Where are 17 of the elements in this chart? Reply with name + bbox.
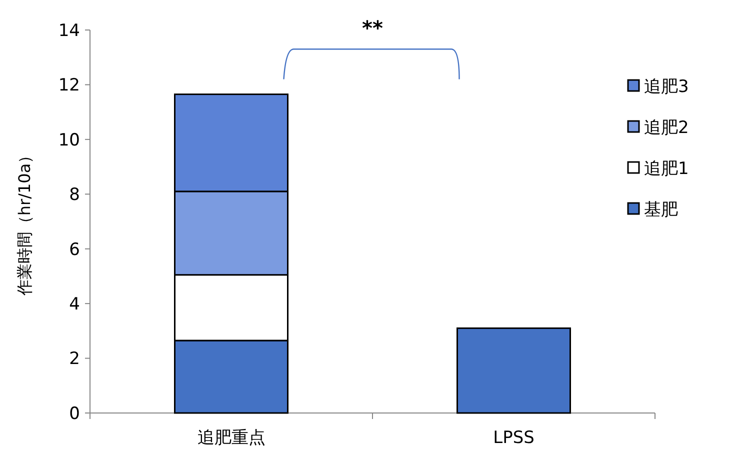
y-tick-label: 14 (58, 20, 80, 41)
y-tick-label: 10 (58, 130, 80, 150)
y-tick-label: 0 (69, 404, 80, 424)
y-tick-label: 12 (58, 76, 80, 96)
legend-label: 追肥1 (644, 158, 689, 179)
y-tick-label: 4 (69, 294, 80, 315)
legend-label: 追肥2 (644, 118, 689, 138)
y-tick-label: 8 (69, 185, 80, 206)
y-tick-label: 2 (69, 349, 80, 370)
x-tick-label: LPSS (493, 428, 534, 448)
legend-label: 追肥3 (644, 76, 689, 97)
y-axis-title: 作業時間（hr/10a） (15, 147, 34, 297)
annotation: ** (362, 16, 384, 40)
x-tick-label: 追肥重点 (197, 428, 266, 448)
legend-label: 基肥 (644, 200, 678, 220)
bar (456, 327, 571, 414)
y-tick-label: 6 (69, 240, 80, 260)
